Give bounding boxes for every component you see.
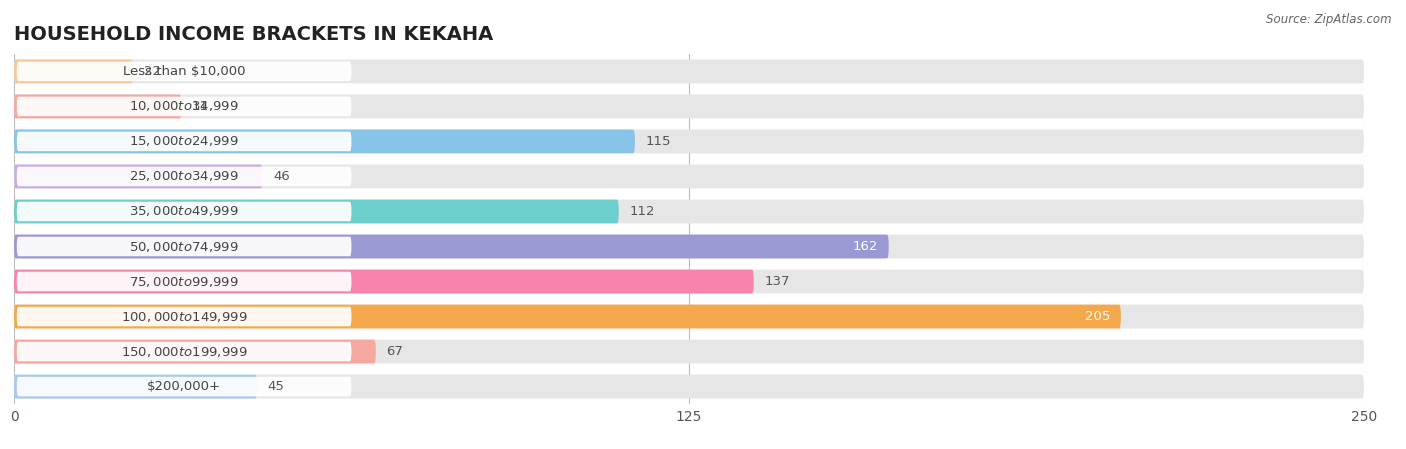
Text: $25,000 to $34,999: $25,000 to $34,999	[129, 169, 239, 184]
Text: 45: 45	[267, 380, 284, 393]
FancyBboxPatch shape	[14, 304, 1121, 329]
FancyBboxPatch shape	[14, 59, 132, 84]
FancyBboxPatch shape	[14, 94, 181, 119]
Text: $50,000 to $74,999: $50,000 to $74,999	[129, 239, 239, 254]
FancyBboxPatch shape	[14, 269, 1364, 294]
FancyBboxPatch shape	[17, 307, 352, 326]
FancyBboxPatch shape	[14, 199, 619, 224]
Text: 112: 112	[630, 205, 655, 218]
Text: $10,000 to $14,999: $10,000 to $14,999	[129, 99, 239, 114]
FancyBboxPatch shape	[17, 237, 352, 256]
FancyBboxPatch shape	[14, 129, 1364, 154]
Text: $15,000 to $24,999: $15,000 to $24,999	[129, 134, 239, 149]
FancyBboxPatch shape	[14, 269, 754, 294]
Text: HOUSEHOLD INCOME BRACKETS IN KEKAHA: HOUSEHOLD INCOME BRACKETS IN KEKAHA	[14, 25, 494, 44]
Text: 162: 162	[852, 240, 877, 253]
FancyBboxPatch shape	[14, 374, 1364, 399]
Text: $200,000+: $200,000+	[148, 380, 221, 393]
FancyBboxPatch shape	[17, 202, 352, 221]
FancyBboxPatch shape	[17, 377, 352, 396]
FancyBboxPatch shape	[14, 59, 1364, 84]
FancyBboxPatch shape	[17, 272, 352, 291]
FancyBboxPatch shape	[14, 94, 1364, 119]
Text: 31: 31	[193, 100, 209, 113]
Text: $100,000 to $149,999: $100,000 to $149,999	[121, 309, 247, 324]
Text: $150,000 to $199,999: $150,000 to $199,999	[121, 344, 247, 359]
Text: 22: 22	[143, 65, 160, 78]
Text: 115: 115	[645, 135, 671, 148]
FancyBboxPatch shape	[14, 164, 263, 189]
FancyBboxPatch shape	[14, 164, 1364, 189]
FancyBboxPatch shape	[14, 234, 1364, 259]
FancyBboxPatch shape	[14, 374, 257, 399]
Text: $35,000 to $49,999: $35,000 to $49,999	[129, 204, 239, 219]
FancyBboxPatch shape	[17, 167, 352, 186]
FancyBboxPatch shape	[14, 234, 889, 259]
FancyBboxPatch shape	[14, 199, 1364, 224]
FancyBboxPatch shape	[14, 339, 375, 364]
Text: Source: ZipAtlas.com: Source: ZipAtlas.com	[1267, 13, 1392, 26]
FancyBboxPatch shape	[14, 304, 1364, 329]
FancyBboxPatch shape	[14, 339, 1364, 364]
FancyBboxPatch shape	[17, 97, 352, 116]
FancyBboxPatch shape	[17, 132, 352, 151]
Text: $75,000 to $99,999: $75,000 to $99,999	[129, 274, 239, 289]
Text: 67: 67	[387, 345, 404, 358]
Text: 205: 205	[1084, 310, 1111, 323]
Text: 137: 137	[765, 275, 790, 288]
FancyBboxPatch shape	[17, 342, 352, 361]
FancyBboxPatch shape	[17, 62, 352, 81]
Text: 46: 46	[273, 170, 290, 183]
Text: Less than $10,000: Less than $10,000	[122, 65, 246, 78]
FancyBboxPatch shape	[14, 129, 636, 154]
